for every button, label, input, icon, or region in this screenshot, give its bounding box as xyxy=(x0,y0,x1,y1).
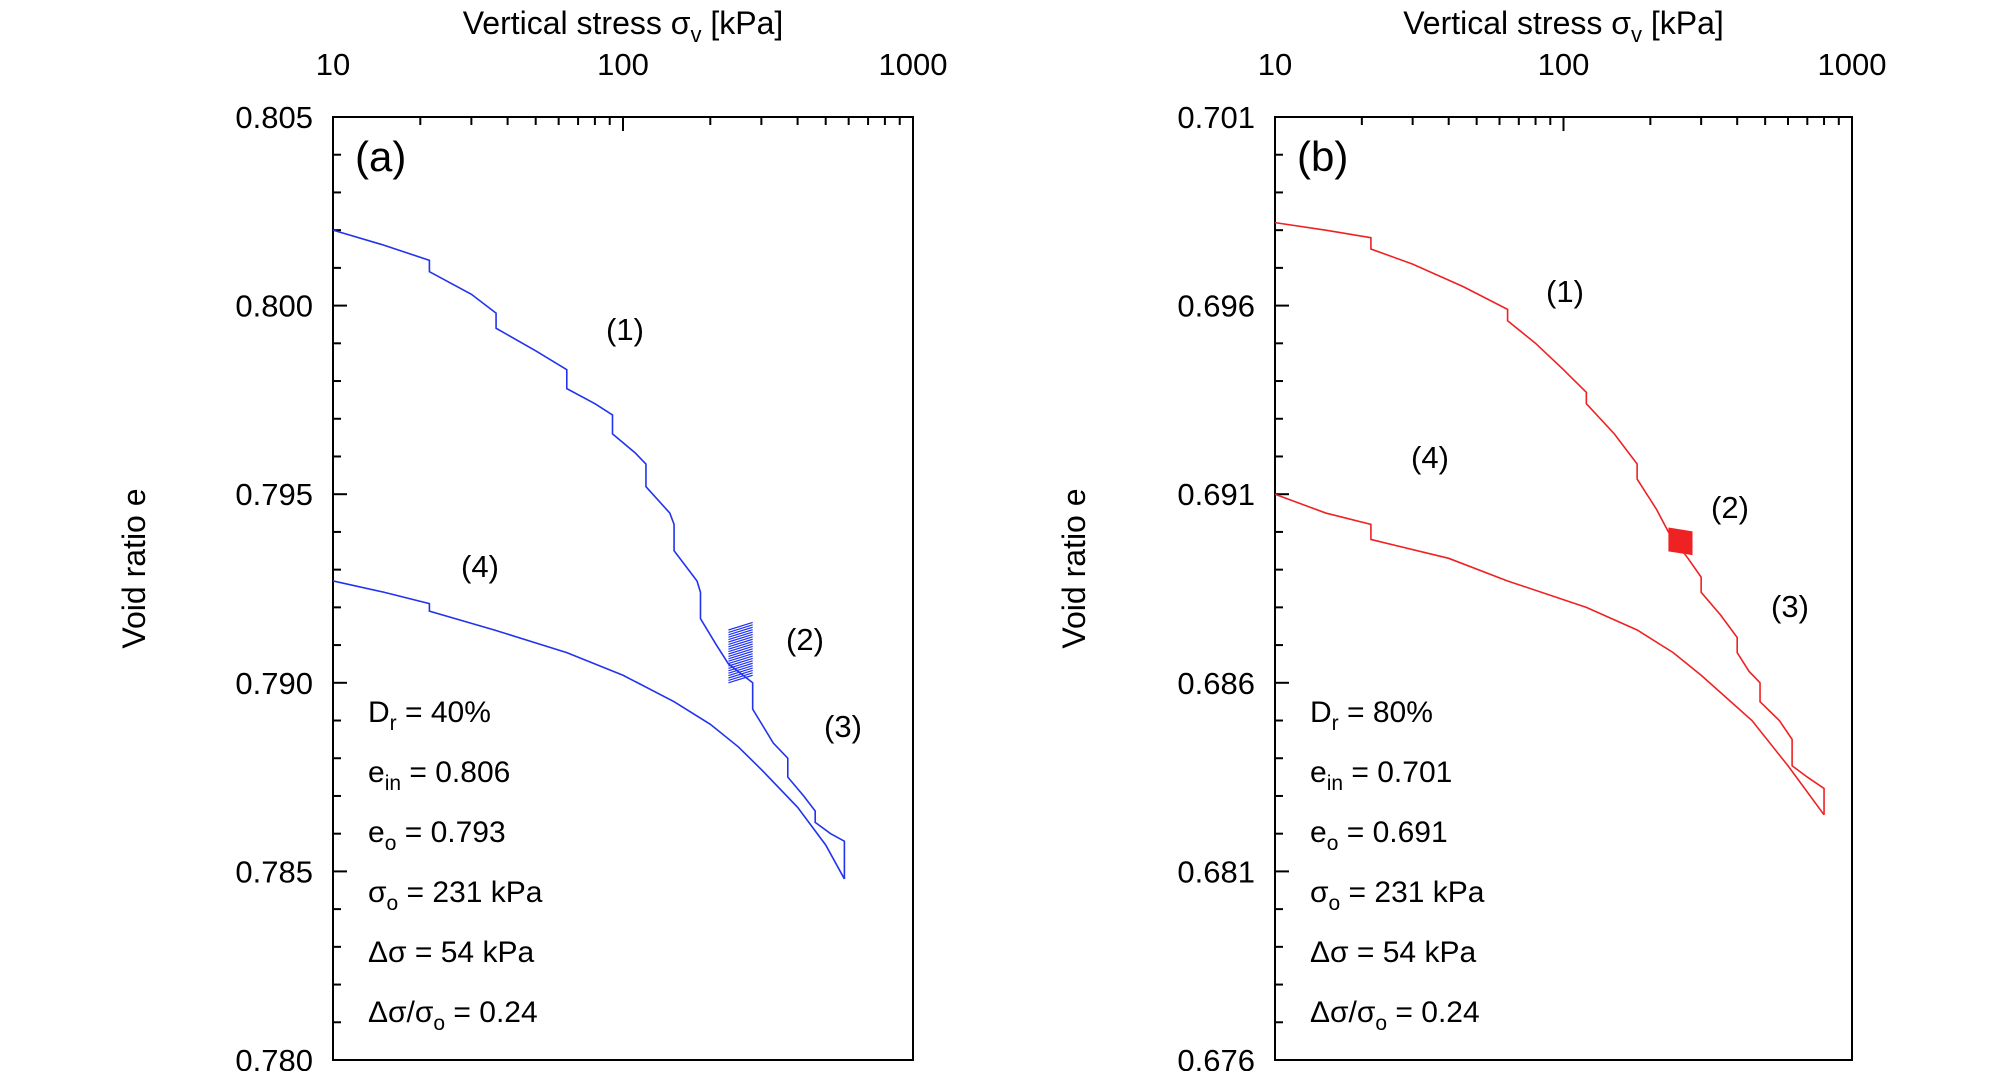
panel-b: 10 100 1000 Vertical stress σv [kPa] 0.676 0.… xyxy=(1056,5,1886,1071)
annotation-line: Dr = 40% xyxy=(368,696,491,735)
panel-label: (a) xyxy=(355,133,406,180)
y-axis-title: Void ratio e xyxy=(1056,488,1092,648)
y-tick-label: 0.686 xyxy=(1177,666,1255,701)
curve-label: (4) xyxy=(1411,440,1449,475)
plot-frame xyxy=(332,116,914,1061)
annotation-line: ein = 0.701 xyxy=(1310,756,1452,795)
y-axis-title: Void ratio e xyxy=(116,488,152,648)
x-tick-label: 100 xyxy=(1538,47,1590,82)
curve-label: (2) xyxy=(1711,490,1749,525)
y-tick-label: 0.696 xyxy=(1177,289,1255,324)
x-axis-title: Vertical stress σv [kPa] xyxy=(463,5,784,47)
series-loading-curve xyxy=(332,229,846,879)
x-tick-label: 1000 xyxy=(879,47,948,82)
panel-a: 10 100 1000 Vertical stress σv [kPa] 0.780 0.… xyxy=(116,5,947,1071)
annotation-line: σo = 231 kPa xyxy=(1310,876,1485,915)
y-tick-label: 0.780 xyxy=(235,1043,313,1071)
curve-label: (4) xyxy=(461,549,499,584)
annotation-line: ein = 0.806 xyxy=(368,756,510,795)
curve-label: (3) xyxy=(824,709,862,744)
x-tick-label: 100 xyxy=(597,47,649,82)
y-tick-label: 0.785 xyxy=(235,854,313,889)
x-tick-label: 10 xyxy=(1258,47,1292,82)
x-tick-label: 10 xyxy=(316,47,350,82)
curve-label: (1) xyxy=(1546,274,1584,309)
x-tick-label: 1000 xyxy=(1818,47,1887,82)
series-unloading-curve xyxy=(332,580,846,880)
curve-label: (2) xyxy=(786,622,824,657)
annotation-line: σo = 231 kPa xyxy=(368,876,543,915)
y-tick-label: 0.681 xyxy=(1177,854,1255,889)
panel-label: (b) xyxy=(1297,133,1348,180)
y-tick-label: 0.805 xyxy=(235,100,313,135)
y-tick-label: 0.701 xyxy=(1177,100,1255,135)
annotation-line: Δσ/σo = 0.24 xyxy=(1310,996,1480,1035)
curve-label: (1) xyxy=(606,312,644,347)
annotation-line: Δσ = 54 kPa xyxy=(1310,936,1476,969)
series-cyclic-loops xyxy=(1668,527,1693,556)
series-unloading-curve xyxy=(1274,493,1825,816)
plot-frame xyxy=(1274,116,1853,1061)
series-cyclic-loops xyxy=(728,621,753,684)
annotation-line: Dr = 80% xyxy=(1310,696,1433,735)
annotation-line: Δσ = 54 kPa xyxy=(368,936,534,969)
series-loading-curve xyxy=(1274,221,1825,815)
y-tick-label: 0.795 xyxy=(235,477,313,512)
curve-label: (3) xyxy=(1771,589,1809,624)
y-tick-label: 0.790 xyxy=(235,666,313,701)
y-tick-label: 0.691 xyxy=(1177,477,1255,512)
annotation-line: eo = 0.691 xyxy=(1310,816,1448,855)
y-tick-label: 0.800 xyxy=(235,289,313,324)
annotation-line: Δσ/σo = 0.24 xyxy=(368,996,538,1035)
x-axis-title: Vertical stress σv [kPa] xyxy=(1403,5,1724,47)
y-tick-label: 0.676 xyxy=(1177,1043,1255,1071)
annotation-line: eo = 0.793 xyxy=(368,816,506,855)
